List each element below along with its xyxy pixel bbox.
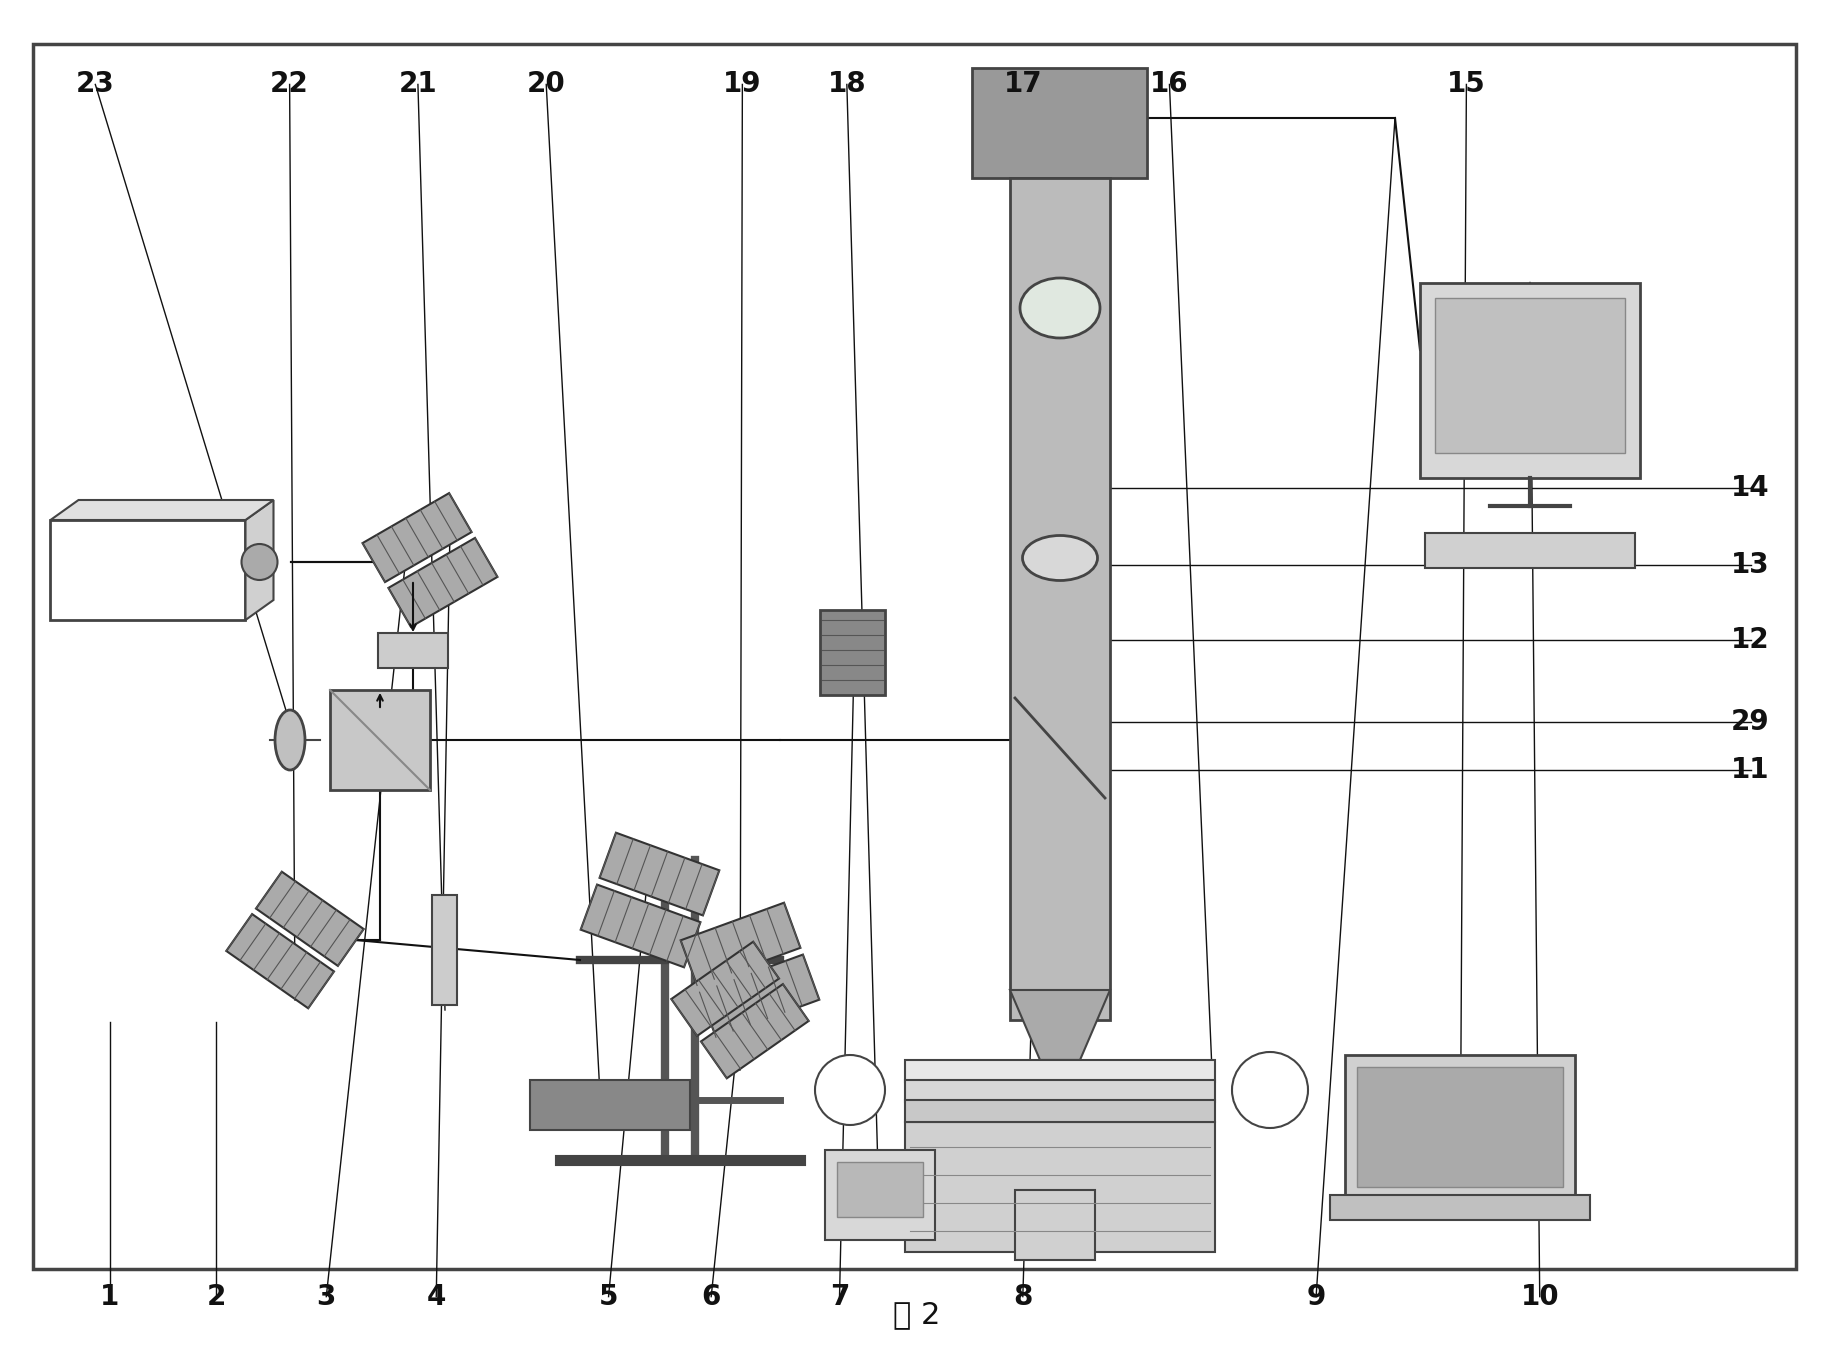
Circle shape [815, 1056, 885, 1125]
Bar [905, 1080, 1215, 1102]
Bar [700, 985, 808, 1079]
Bar [363, 493, 471, 582]
Bar [529, 1080, 689, 1130]
Text: 9: 9 [1306, 1283, 1325, 1310]
Ellipse shape [275, 710, 304, 770]
Text: 21: 21 [398, 71, 438, 98]
Polygon shape [1009, 990, 1110, 1060]
Bar [599, 832, 718, 915]
Text: 8: 8 [1013, 1283, 1031, 1310]
Bar [51, 520, 245, 620]
Text: 23: 23 [75, 71, 115, 98]
Text: 13: 13 [1729, 552, 1770, 579]
Bar [1434, 297, 1625, 452]
Bar [1015, 1190, 1094, 1260]
Bar [1009, 178, 1110, 1020]
Ellipse shape [1019, 278, 1099, 338]
Bar [905, 1100, 1215, 1122]
Text: 19: 19 [722, 71, 762, 98]
Text: 7: 7 [830, 1283, 848, 1310]
Text: 16: 16 [1149, 71, 1189, 98]
Text: 22: 22 [269, 71, 310, 98]
Text: 14: 14 [1729, 474, 1770, 501]
Circle shape [242, 543, 277, 580]
Bar [819, 610, 885, 695]
Bar [905, 1122, 1215, 1252]
Text: 20: 20 [526, 71, 566, 98]
Text: 图 2: 图 2 [892, 1299, 940, 1329]
Text: 1: 1 [101, 1283, 119, 1310]
Bar [581, 884, 700, 967]
Bar [700, 955, 819, 1038]
Bar [1420, 282, 1640, 478]
Bar [905, 1060, 1215, 1081]
Ellipse shape [1022, 535, 1097, 580]
Bar [1423, 533, 1634, 568]
Text: 18: 18 [826, 71, 867, 98]
Text: 12: 12 [1729, 627, 1770, 654]
Bar [973, 68, 1147, 178]
Bar [824, 1150, 934, 1239]
Bar [671, 941, 779, 1036]
Text: 3: 3 [317, 1283, 335, 1310]
Bar [330, 691, 431, 790]
Bar [432, 895, 458, 1005]
Polygon shape [245, 500, 273, 620]
Text: 6: 6 [702, 1283, 720, 1310]
Text: 2: 2 [207, 1283, 225, 1310]
Bar [1345, 1056, 1574, 1194]
Bar [256, 872, 363, 966]
Text: 5: 5 [599, 1283, 617, 1310]
Bar [225, 914, 333, 1008]
Polygon shape [51, 500, 273, 520]
Text: 29: 29 [1729, 708, 1770, 735]
Bar [1356, 1066, 1563, 1188]
Circle shape [1231, 1051, 1308, 1128]
Bar [1330, 1194, 1588, 1220]
Text: 4: 4 [427, 1283, 445, 1310]
Text: 15: 15 [1445, 71, 1486, 98]
Bar [388, 538, 496, 627]
Bar [680, 903, 801, 986]
Bar [377, 632, 447, 667]
Text: 17: 17 [1002, 71, 1042, 98]
Text: 10: 10 [1519, 1283, 1559, 1310]
Text: 11: 11 [1729, 756, 1770, 783]
Bar [837, 1162, 923, 1218]
Polygon shape [1041, 1060, 1077, 1140]
